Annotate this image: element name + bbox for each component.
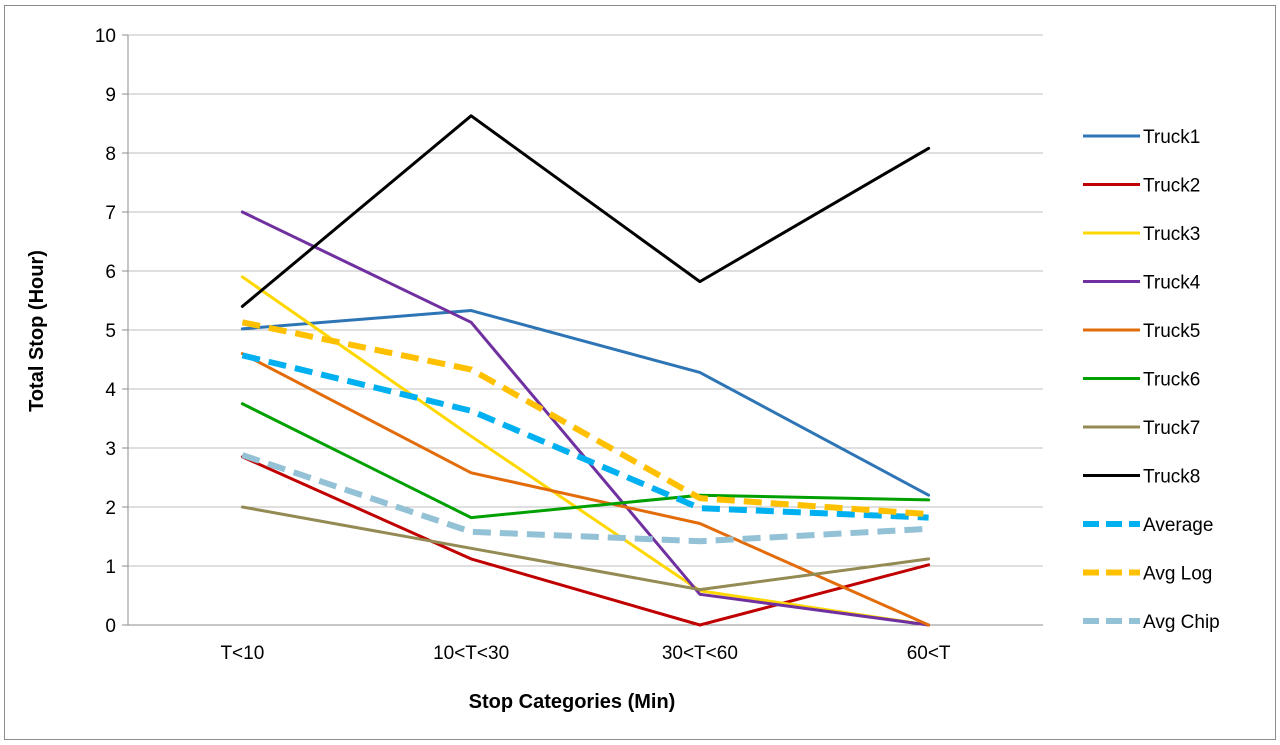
legend-label: Avg Log [1143, 564, 1212, 585]
y-tick-label: 7 [105, 203, 116, 224]
y-tick-label: 6 [105, 262, 116, 283]
gridlines [122, 34, 1043, 626]
series-line-truck7 [240, 505, 931, 592]
legend-label: Avg Chip [1143, 612, 1220, 633]
y-tick-labels: 0 1 2 3 4 5 6 7 8 9 10 [95, 26, 117, 637]
y-tick-label: 5 [105, 321, 116, 342]
legend-label: Truck2 [1143, 176, 1200, 197]
series-line-truck4 [240, 210, 931, 627]
series-line-truck2 [240, 455, 931, 627]
y-tick-label: 9 [105, 85, 116, 106]
legend: Truck1 Truck2 Truck3 Truck4 Truck5 Truck6 Truc… [1083, 127, 1220, 633]
x-tick-label: T<10 [220, 643, 264, 664]
legend-label: Average [1143, 515, 1213, 536]
legend-label: Truck5 [1143, 321, 1200, 342]
y-tick-label: 1 [105, 557, 116, 578]
x-tick-labels: T<10 10<T<30 30<T<60 60<T [220, 643, 950, 664]
legend-label: Truck8 [1143, 467, 1200, 488]
x-tick-label: 10<T<30 [433, 643, 509, 664]
legend-label: Truck6 [1143, 370, 1200, 391]
x-axis-title: Stop Categories (Min) [469, 691, 676, 713]
series-line-truck8 [240, 114, 931, 308]
y-tick-label: 10 [95, 26, 116, 47]
series-line-truck3 [240, 275, 931, 627]
y-axis-title: Total Stop (Hour) [26, 250, 48, 412]
series-lines [240, 114, 931, 627]
legend-label: Truck4 [1143, 273, 1201, 294]
series-line-truck1 [240, 309, 931, 497]
y-tick-label: 3 [105, 439, 116, 460]
series-line-avg-log [241, 319, 929, 518]
y-tick-label: 8 [105, 144, 116, 165]
series-line-avg-chip [241, 452, 929, 545]
y-tick-label: 4 [105, 380, 116, 401]
x-tick-label: 30<T<60 [662, 643, 738, 664]
series-line-average [241, 352, 929, 521]
y-tick-label: 2 [105, 498, 116, 519]
y-tick-label: 0 [105, 616, 116, 637]
series-line-truck6 [240, 402, 931, 520]
legend-label: Truck1 [1143, 127, 1200, 148]
chart-frame [4, 5, 1276, 740]
legend-label: Truck3 [1143, 224, 1200, 245]
legend-label: Truck7 [1143, 418, 1200, 439]
x-tick-label: 60<T [907, 643, 951, 664]
